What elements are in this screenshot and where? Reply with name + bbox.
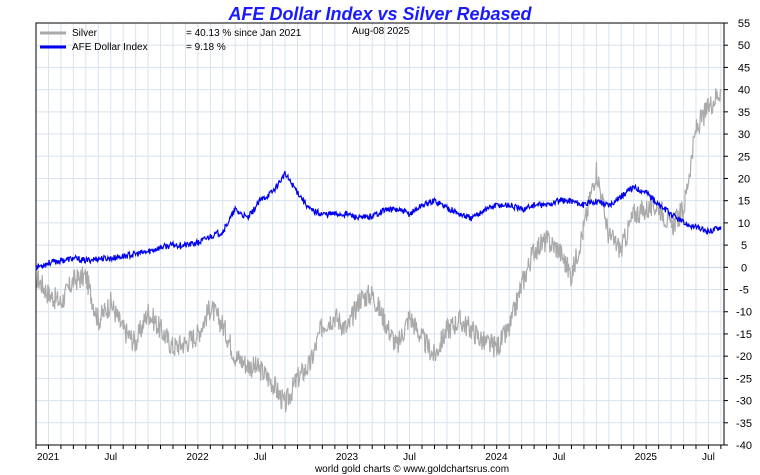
y-tick-label: 35: [738, 107, 750, 119]
legend: Silver = 40.13 % since Jan 2021 AFE Doll…: [40, 28, 302, 53]
y-tick-label: 30: [738, 129, 750, 141]
y-tick-label: 45: [738, 62, 750, 74]
y-tick-label: 40: [738, 85, 750, 97]
x-tick-label: Jul: [702, 452, 715, 463]
y-tick-label: 15: [738, 196, 750, 208]
series-line-silver: [35, 88, 722, 413]
x-tick-label: 2024: [485, 452, 508, 463]
y-tick-label: -35: [736, 418, 752, 430]
plot-area: [35, 22, 725, 446]
footer-credit: world gold charts © www.goldchartsrus.co…: [314, 464, 509, 475]
y-tick-label: -40: [736, 440, 752, 452]
y-tick-label: -30: [736, 396, 752, 408]
chart-title: AFE Dollar Index vs Silver Rebased: [227, 4, 532, 24]
x-tick-label: Jul: [553, 452, 566, 463]
legend-stat-afe: = 9.18 %: [186, 42, 226, 53]
legend-stat-silver: = 40.13 % since Jan 2021: [186, 28, 302, 39]
y-tick-label: -5: [739, 285, 749, 297]
series-line-afe-dollar-index: [35, 170, 722, 271]
y-tick-label: -20: [736, 351, 752, 363]
y-tick-label: 5: [741, 240, 747, 252]
x-tick-label: Jul: [254, 452, 267, 463]
y-tick-label: -25: [736, 373, 752, 385]
y-tick-label: 50: [738, 40, 750, 52]
x-tick-label: 2025: [635, 452, 658, 463]
date-label: Aug-08 2025: [352, 26, 410, 37]
x-tick-label: 2021: [37, 452, 60, 463]
legend-label-silver: Silver: [72, 28, 98, 39]
x-tick-label: 2023: [336, 452, 359, 463]
y-tick-label: -15: [736, 329, 752, 341]
y-tick-label: 10: [738, 218, 750, 230]
y-tick-label: 25: [738, 151, 750, 163]
legend-label-afe: AFE Dollar Index: [72, 42, 148, 53]
x-tick-label: Jul: [403, 452, 416, 463]
y-axis: 5550454035302520151050-5-10-15-20-25-30-…: [724, 18, 752, 452]
x-tick-label: 2022: [186, 452, 209, 463]
y-tick-label: -10: [736, 307, 752, 319]
y-tick-label: 20: [738, 173, 750, 185]
y-tick-label: 0: [741, 262, 747, 274]
y-tick-label: 55: [738, 18, 750, 30]
x-tick-label: Jul: [104, 452, 117, 463]
x-axis: 2021 Jul 2022 Jul 2023 Jul 2024 Jul 2025 Jul: [35, 445, 722, 463]
series-layer: [35, 88, 722, 413]
